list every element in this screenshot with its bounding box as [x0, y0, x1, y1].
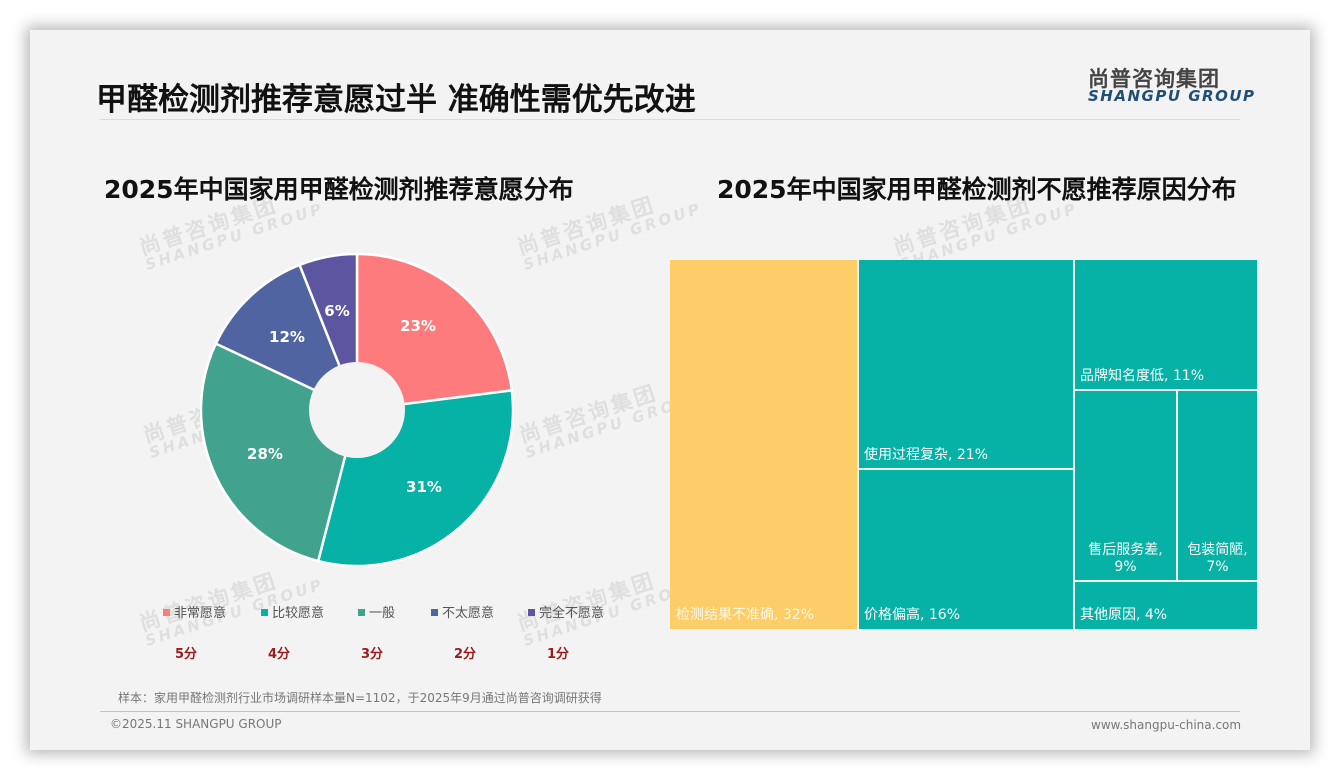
- legend-label: 非常愿意: [174, 606, 227, 621]
- tile-complex-usage: 使用过程复杂, 21%: [859, 260, 1073, 468]
- legend-item: 一般: [358, 602, 395, 621]
- legend-label: 完全不愿意: [539, 606, 605, 621]
- legend-swatch: [261, 609, 268, 616]
- legend-item: 完全不愿意: [528, 602, 604, 621]
- legend-label: 一般: [369, 606, 396, 621]
- tile-poor-after-sales: 售后服务差, 9%: [1075, 391, 1176, 580]
- score-3: 3分: [361, 647, 384, 662]
- tile-low-brand-awareness: 品牌知名度低, 11%: [1075, 260, 1257, 389]
- tile-inaccurate-results: 检测结果不准确, 32%: [670, 260, 857, 629]
- logo-cn: 尚普咨询集团: [1088, 67, 1220, 91]
- legend-swatch: [431, 609, 438, 616]
- legend-swatch: [163, 609, 170, 616]
- legend-item: 不太愿意: [431, 602, 494, 621]
- tile-other-reasons: 其他原因, 4%: [1075, 582, 1257, 629]
- legend-label: 不太愿意: [442, 606, 495, 621]
- footer-divider: [100, 711, 1240, 712]
- score-5: 5分: [175, 647, 198, 662]
- treemap-chart: 检测结果不准确, 32% 使用过程复杂, 21% 价格偏高, 16% 品牌知名度…: [670, 260, 1257, 629]
- donut-hole: [309, 362, 405, 458]
- slice-label-fairly-willing: 31%: [406, 478, 442, 496]
- tile-label: 其他原因, 4%: [1080, 607, 1168, 623]
- slice-label-very-willing: 23%: [400, 317, 436, 335]
- slice-label-very-unwilling: 6%: [324, 302, 350, 320]
- title-divider: [100, 119, 1240, 120]
- right-chart-title: 2025年中国家用甲醛检测剂不愿推荐原因分布: [717, 175, 1237, 204]
- page-title: 甲醛检测剂推荐意愿过半 准确性需优先改进: [96, 82, 696, 118]
- website-link[interactable]: www.shangpu-china.com: [1091, 718, 1242, 732]
- logo-en: SHANGPU GROUP: [1088, 87, 1256, 105]
- tile-label: 品牌知名度低, 11%: [1080, 368, 1205, 384]
- score-4: 4分: [268, 647, 291, 662]
- donut-chart: 23% 31% 28% 12% 6%: [199, 252, 515, 568]
- tile-label: 包装简陋, 7%: [1187, 542, 1248, 575]
- left-chart-title: 2025年中国家用甲醛检测剂推荐意愿分布: [104, 175, 574, 204]
- donut-slice: [355, 252, 514, 412]
- score-2: 2分: [454, 647, 477, 662]
- tile-label: 检测结果不准确, 32%: [676, 607, 815, 623]
- tile-label: 售后服务差, 9%: [1088, 542, 1163, 575]
- tile-high-price: 价格偏高, 16%: [859, 470, 1073, 629]
- donut-legend: 非常愿意 比较愿意 一般 不太愿意 完全不愿意: [163, 602, 623, 622]
- slice-label-neutral: 28%: [247, 445, 283, 463]
- tile-simple-packaging: 包装简陋, 7%: [1178, 391, 1257, 580]
- slide: 尚普咨询集团 SHANGPU GROUP 尚普咨询集团 SHANGPU GROUP …: [30, 30, 1310, 750]
- legend-item: 比较愿意: [261, 602, 324, 621]
- tile-label: 价格偏高, 16%: [864, 607, 961, 623]
- donut-svg: [199, 252, 515, 568]
- legend-swatch: [528, 609, 535, 616]
- legend-swatch: [358, 609, 365, 616]
- sample-note: 样本：家用甲醛检测剂行业市场调研样本量N=1102，于2025年9月通过尚普咨询…: [118, 691, 602, 705]
- donut-slice: [214, 263, 360, 413]
- score-1: 1分: [547, 647, 570, 662]
- legend-label: 比较愿意: [272, 606, 325, 621]
- copyright: ©2025.11 SHANGPU GROUP: [110, 717, 282, 731]
- slice-label-unwilling: 12%: [269, 328, 305, 346]
- legend-item: 非常愿意: [163, 602, 226, 621]
- tile-label: 使用过程复杂, 21%: [864, 447, 989, 463]
